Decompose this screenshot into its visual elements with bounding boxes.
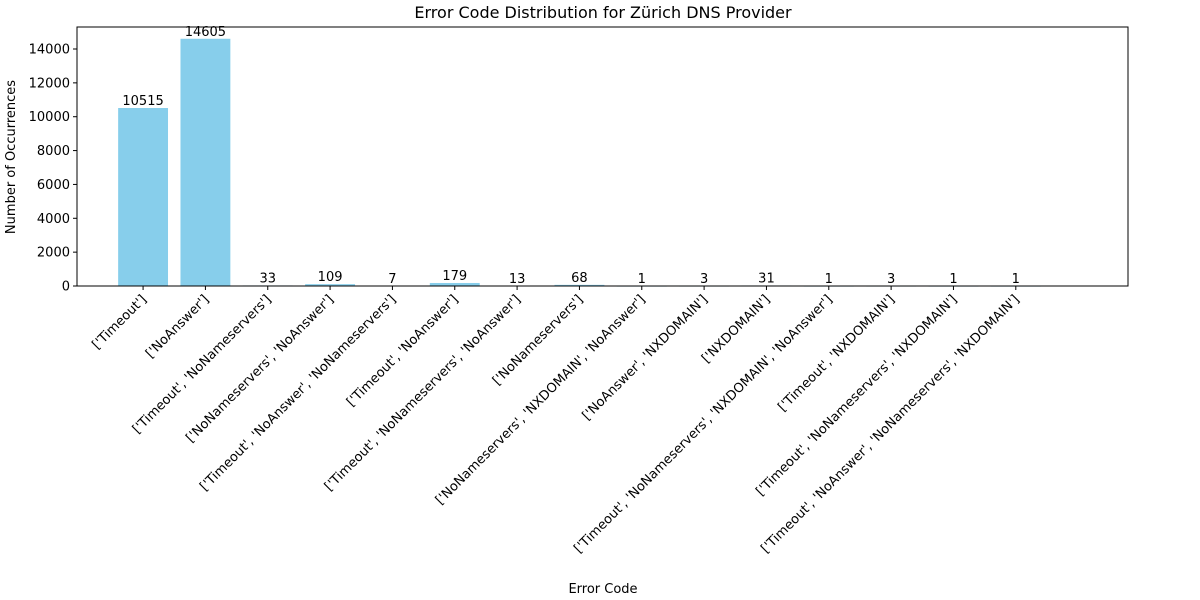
x-tick-label: ['Timeout', 'NXDOMAIN']: [775, 292, 898, 415]
bar-value-label: 179: [442, 269, 467, 284]
bar-value-label: 3: [887, 272, 895, 287]
y-axis: 0 2000 4000 6000 8000 10000 12000 14000: [29, 43, 77, 295]
y-tick-label: 4000: [37, 212, 70, 227]
x-tick-label: ['NoAnswer']: [143, 292, 212, 361]
bar-value-label: 3: [700, 272, 708, 287]
bar-value-label: 109: [318, 270, 343, 285]
x-tick-label: ['Timeout', 'NoAnswer']: [344, 292, 462, 410]
bar-value-label: 1: [638, 272, 646, 287]
bar-value-label: 10515: [122, 94, 163, 109]
x-tick-label: ['NoAnswer', 'NXDOMAIN']: [580, 292, 711, 423]
y-tick-label: 6000: [37, 178, 70, 193]
y-tick-label: 12000: [29, 76, 70, 91]
bar-value-label: 1: [949, 272, 957, 287]
bar-value-label: 1: [1012, 272, 1020, 287]
bar-value-label: 7: [388, 272, 396, 287]
chart-title: Error Code Distribution for Zürich DNS P…: [414, 3, 792, 22]
bar: [305, 284, 356, 286]
bar-value-label: 68: [571, 271, 588, 286]
y-axis-label: Number of Occurrences: [4, 80, 19, 234]
y-tick-label: 0: [62, 280, 70, 295]
bar: [180, 38, 231, 287]
bar: [554, 284, 605, 286]
x-tick-label: ['NoNameservers', 'NXDOMAIN', 'NoAnswer'…: [433, 292, 649, 508]
plot-frame: [76, 26, 1129, 287]
y-tick-label: 14000: [29, 43, 70, 58]
bar-value-label: 1: [825, 272, 833, 287]
bars-layer: [118, 38, 1041, 287]
y-tick-label: 10000: [29, 110, 70, 125]
bar-value-label: 14605: [185, 25, 226, 40]
y-tick-label: 2000: [37, 246, 70, 261]
y-tick-label: 8000: [37, 144, 70, 159]
bar-value-label: 13: [509, 272, 526, 287]
bar-value-label: 31: [758, 271, 775, 286]
bar: [118, 108, 169, 286]
bar: [429, 282, 480, 286]
bar-value-label: 33: [259, 271, 276, 286]
x-tick-label: ['Timeout']: [90, 292, 150, 352]
x-axis: ['Timeout']['NoAnswer']['Timeout', 'NoNa…: [90, 286, 1023, 556]
x-axis-label: Error Code: [568, 582, 637, 597]
